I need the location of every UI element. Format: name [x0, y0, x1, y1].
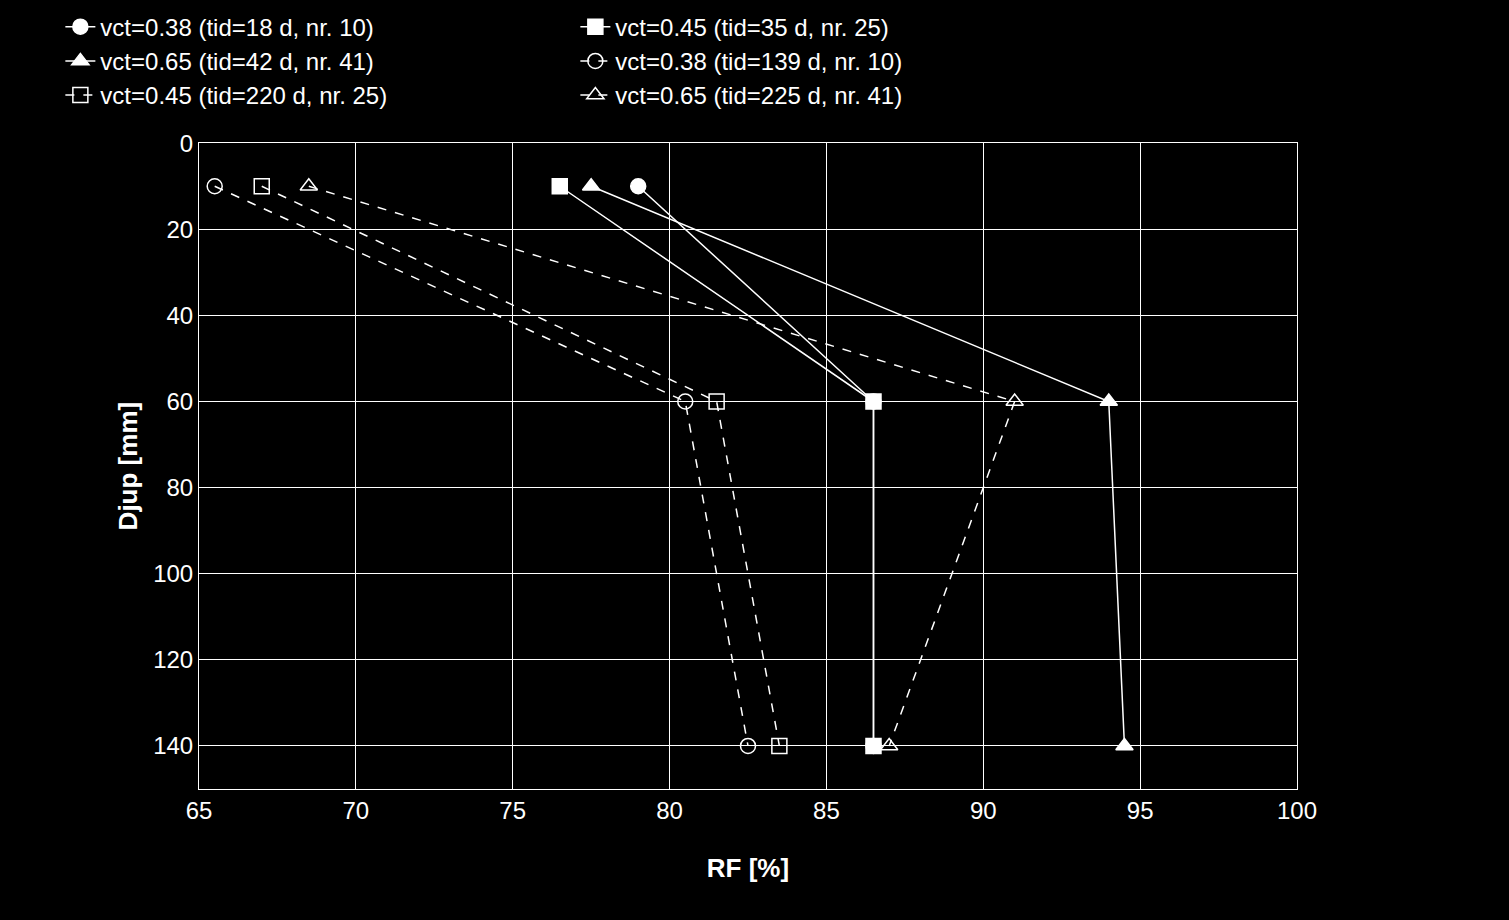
svg-text:vct=0.65 (tid=225 d, nr. 41): vct=0.65 (tid=225 d, nr. 41): [615, 82, 902, 109]
svg-text:65: 65: [186, 797, 213, 824]
svg-text:85: 85: [813, 797, 840, 824]
svg-text:vct=0.38 (tid=139 d, nr. 10): vct=0.38 (tid=139 d, nr. 10): [615, 48, 902, 75]
svg-text:120: 120: [153, 646, 193, 673]
svg-text:90: 90: [970, 797, 997, 824]
svg-text:vct=0.45 (tid=220 d, nr. 25): vct=0.45 (tid=220 d, nr. 25): [100, 82, 387, 109]
svg-text:75: 75: [499, 797, 526, 824]
svg-text:vct=0.45 (tid=35 d, nr. 25): vct=0.45 (tid=35 d, nr. 25): [615, 14, 889, 41]
svg-text:140: 140: [153, 732, 193, 759]
svg-text:70: 70: [343, 797, 370, 824]
svg-text:vct=0.65 (tid=42 d, nr. 41): vct=0.65 (tid=42 d, nr. 41): [100, 48, 374, 75]
svg-text:Djup [mm]: Djup [mm]: [113, 402, 143, 531]
svg-text:40: 40: [166, 302, 193, 329]
svg-text:60: 60: [166, 388, 193, 415]
svg-text:95: 95: [1127, 797, 1154, 824]
svg-text:20: 20: [166, 216, 193, 243]
svg-text:80: 80: [166, 474, 193, 501]
svg-text:100: 100: [1277, 797, 1317, 824]
svg-text:100: 100: [153, 560, 193, 587]
svg-text:0: 0: [180, 130, 193, 157]
svg-text:vct=0.38 (tid=18 d, nr. 10): vct=0.38 (tid=18 d, nr. 10): [100, 14, 374, 41]
svg-text:RF [%]: RF [%]: [707, 853, 789, 883]
svg-text:80: 80: [656, 797, 683, 824]
